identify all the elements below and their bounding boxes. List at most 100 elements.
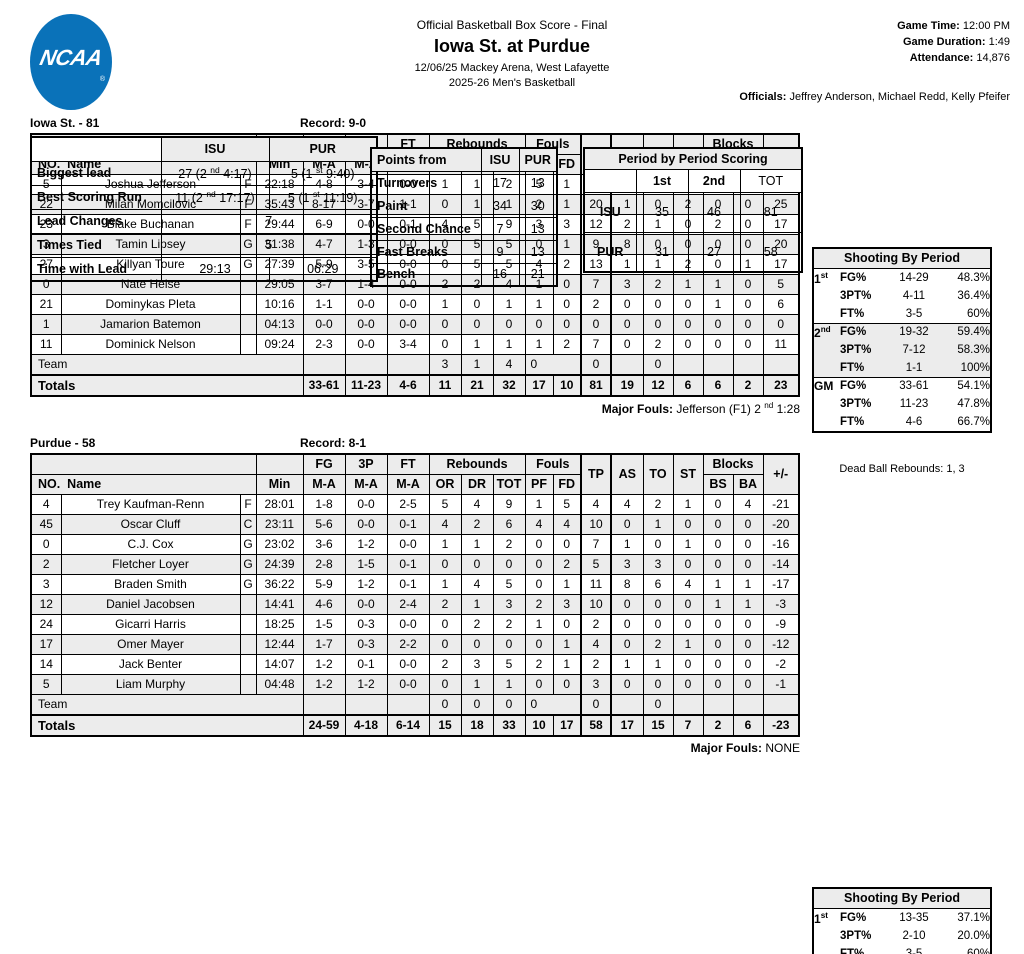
table-row[interactable]: 0 C.J. Cox G 23:02 3-6 1-2 0-0 1 1 2 0 0 7 1 0 1 0 0 -16 <box>30 534 800 555</box>
player-ft: 2-5 <box>386 494 430 515</box>
shooting-row: 3PT% 4-11 36.4% <box>814 287 990 305</box>
player-minutes: 23:02 <box>255 534 304 555</box>
player-name[interactable]: Fletcher Loyer <box>60 554 241 575</box>
lead-row-pur: 06:29 <box>268 256 378 282</box>
col-3p-ma: M-A <box>344 474 388 495</box>
player-or: 0 <box>428 554 462 575</box>
player-name[interactable]: Dominykas Pleta <box>60 294 241 315</box>
player-tot-reb: 5 <box>492 654 526 675</box>
player-turnovers: 1 <box>642 514 674 535</box>
player-name[interactable]: Oscar Cluff <box>60 514 241 535</box>
shooting-by-period-isu: Shooting By Period 1st FG% 14-29 48.3% 3PT% 4-… <box>812 247 992 433</box>
player-name[interactable]: Jamarion Batemon <box>60 314 241 335</box>
table-row[interactable]: 45 Oscar Cluff C 23:11 5-6 0-0 0-1 4 2 6 4 4 10 0 1 0 0 0… <box>30 514 800 535</box>
player-points: 5 <box>580 554 612 575</box>
table-row[interactable]: 12 Daniel Jacobsen 14:41 4-6 0-0 2-4 2 1 3 2 3 10 0 0… <box>30 594 800 615</box>
player-name[interactable]: Gicarri Harris <box>60 614 241 635</box>
table-header-row: 1st 2nd TOT <box>583 168 803 193</box>
player-name[interactable]: Trey Kaufman-Renn <box>60 494 241 515</box>
player-or: 2 <box>428 594 462 615</box>
period-scoring-title: Period by Period Scoring <box>583 147 803 170</box>
bottom-summary: ISU PUR Biggest lead 27 (2 nd 4:17) 5 (1 s… <box>0 128 1024 287</box>
player-ft: 0-1 <box>386 574 430 595</box>
table-row[interactable]: 3 Braden Smith G 36:22 5-9 1-2 0-1 1 4 5 0 1 11 8 6 4 1 1… <box>30 574 800 595</box>
player-turnovers: 3 <box>642 554 674 575</box>
table-row[interactable]: 24 Gicarri Harris 18:25 1-5 0-3 0-0 0 2 2 1 0 2 0 0 0 0… <box>30 614 800 635</box>
player-name[interactable]: C.J. Cox <box>60 534 241 555</box>
player-3p: 0-0 <box>344 334 388 355</box>
page-title: Iowa St. at Purdue <box>433 36 591 56</box>
table-row[interactable]: 17 Omer Mayer 12:44 1-7 0-3 2-2 0 0 0 0 1 4 0 2 1 0 0 -12 <box>30 634 800 655</box>
col-fd: FD <box>552 154 582 175</box>
player-minutes: 12:44 <box>255 634 304 655</box>
player-name[interactable]: Omer Mayer <box>60 634 241 655</box>
points-from-label: Paint <box>370 193 482 218</box>
major-fouls-label: Major Fouls: <box>601 402 674 416</box>
team-row-pf: 0 <box>524 354 582 376</box>
player-turnovers: 2 <box>642 274 674 295</box>
table-row[interactable]: 14 Jack Benter 14:07 1-2 0-1 0-0 2 3 5 2 1 2 1 1 0 0 0 -2 <box>30 654 800 675</box>
player-pf: 0 <box>524 534 554 555</box>
shooting-period <box>814 395 840 413</box>
shooting-made-attempted: 13-35 <box>899 912 929 924</box>
player-turnovers: 2 <box>642 634 674 655</box>
lead-col-isu: ISU <box>160 136 270 162</box>
player-pf: 4 <box>524 514 554 535</box>
table-row[interactable]: 5 Liam Murphy 04:48 1-2 1-2 0-0 0 1 1 0 0 3 0 0 0 0 0 -1 <box>30 674 800 695</box>
table-row: Turnovers 17 13 <box>370 170 558 195</box>
player-or: 2 <box>428 654 462 675</box>
shooting-percentage: 37.1% <box>957 912 990 924</box>
shooting-made-attempted: 4-11 <box>902 290 926 302</box>
col-rebounds: Rebounds <box>428 453 526 475</box>
player-name[interactable]: Jack Benter <box>60 654 241 675</box>
title-block: Official Basketball Box Score - Final Io… <box>0 18 1024 89</box>
player-blocks-bs: 0 <box>702 654 734 675</box>
table-row[interactable]: 4 Trey Kaufman-Renn F 28:01 1-8 0-0 2-5 5 4 9 1 5 4 4… <box>30 494 800 515</box>
table-row: Lead Changes 7 <box>30 208 378 234</box>
shooting-period <box>814 305 840 323</box>
player-name[interactable]: Dominick Nelson <box>60 334 241 355</box>
player-turnovers: 0 <box>642 314 674 335</box>
team-row-pm <box>762 354 800 376</box>
table-row[interactable]: 1 Jamarion Batemon 04:13 0-0 0-0 0-0 0 0 0 0 0 0 0 0 0… <box>30 314 800 335</box>
player-3p: 0-0 <box>344 294 388 315</box>
player-name[interactable]: Daniel Jacobsen <box>60 594 241 615</box>
player-name[interactable]: Braden Smith <box>60 574 241 595</box>
player-fd: 2 <box>552 554 582 575</box>
player-steals: 0 <box>672 654 704 675</box>
table-row[interactable]: 21 Dominykas Pleta 10:16 1-1 0-0 0-0 1 0 1 1 0 2 0 0 0… <box>30 294 800 315</box>
col-min-group <box>255 453 304 475</box>
points-from-pur: 21 <box>518 262 558 287</box>
player-plusminus: -17 <box>762 574 800 595</box>
player-turnovers: 0 <box>642 674 674 695</box>
player-position <box>239 654 257 675</box>
player-steals: 0 <box>672 514 704 535</box>
player-number: 45 <box>30 514 62 535</box>
player-steals: 4 <box>672 574 704 595</box>
player-ft: 0-0 <box>386 294 430 315</box>
player-tot-reb: 3 <box>492 594 526 615</box>
major-fouls-value: NONE <box>765 741 800 755</box>
player-tot-reb: 6 <box>492 514 526 535</box>
table-row[interactable]: 2 Fletcher Loyer G 24:39 2-8 1-5 0-1 0 0 0 0 2 5 3 3 0 0… <box>30 554 800 575</box>
team-row-ba <box>732 354 764 376</box>
player-name[interactable]: Liam Murphy <box>60 674 241 695</box>
player-points: 4 <box>580 494 612 515</box>
totals-tp: 81 <box>580 374 612 397</box>
team-row-pf: 0 <box>524 694 582 716</box>
player-points: 7 <box>580 334 612 355</box>
totals-dr: 21 <box>460 374 494 397</box>
player-position <box>239 614 257 635</box>
table-row: PUR 31 27 58 <box>583 231 803 273</box>
shooting-row: FT% 4-6 66.7% <box>814 413 990 431</box>
shooting-period: 2nd <box>814 322 840 341</box>
player-pf: 1 <box>524 614 554 635</box>
game-time-row: Game Time: 12:00 PM <box>897 18 1010 34</box>
period-col-tot: TOT <box>739 168 803 193</box>
table-row[interactable]: 11 Dominick Nelson 09:24 2-3 0-0 3-4 0 1 1 1 2 7 0 2 0… <box>30 334 800 355</box>
totals-st: 6 <box>672 374 704 397</box>
player-steals: 1 <box>672 274 704 295</box>
player-blocks-bs: 0 <box>702 314 734 335</box>
